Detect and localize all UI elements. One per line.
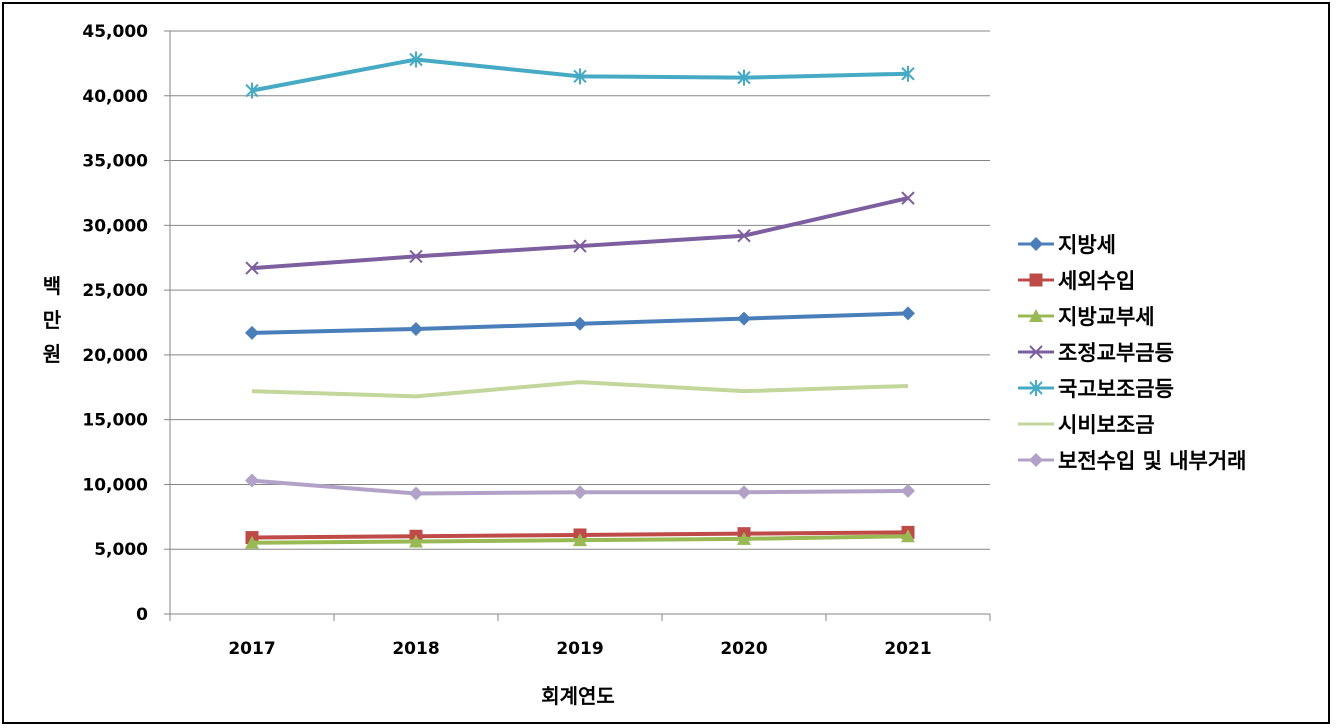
data-point-marker xyxy=(1029,309,1043,322)
gridlines xyxy=(170,30,990,550)
data-point-marker xyxy=(901,306,915,321)
data-point-marker xyxy=(573,533,587,547)
y-tick-label: 25,000 xyxy=(82,281,148,301)
series-4 xyxy=(245,191,915,275)
data-point-marker xyxy=(1029,273,1043,287)
series-line xyxy=(251,196,909,271)
x-axis-title: 회계연도 xyxy=(541,684,615,708)
data-point-marker xyxy=(737,69,751,86)
legend-item: 지방교부세 xyxy=(1018,305,1155,329)
legend-item: 지방세 xyxy=(1018,233,1116,257)
data-point-marker xyxy=(573,485,587,500)
data-point-marker xyxy=(245,535,259,549)
x-tick-label: 2017 xyxy=(228,639,275,659)
data-point-marker xyxy=(409,321,423,336)
data-point-marker xyxy=(573,239,587,253)
data-point-marker xyxy=(245,325,259,340)
data-point-marker xyxy=(901,529,915,543)
data-point-marker xyxy=(737,485,751,500)
legend-label: 국고보조금등 xyxy=(1058,377,1174,401)
y-tick-label: 45,000 xyxy=(82,22,148,42)
legend-label: 세외수입 xyxy=(1058,269,1135,293)
data-point-marker xyxy=(1029,237,1043,251)
data-point-marker xyxy=(901,483,915,498)
data-point-marker xyxy=(1029,345,1043,359)
legend-label: 보전수입 및 내부거래 xyxy=(1058,449,1247,473)
series-7 xyxy=(245,473,915,501)
x-tick-label: 2018 xyxy=(392,639,439,659)
legend-item: 세외수입 xyxy=(1018,269,1135,293)
data-point-marker xyxy=(409,534,423,548)
data-point-marker xyxy=(901,191,915,205)
x-tick-label: 2019 xyxy=(556,639,603,659)
legend-item: 조정교부금등 xyxy=(1018,341,1174,365)
data-point-marker xyxy=(573,316,587,331)
y-tick-label: 30,000 xyxy=(82,216,148,236)
x-tick-label: 2021 xyxy=(884,639,931,659)
y-axis-title-char: 백 xyxy=(43,274,61,298)
data-point-marker xyxy=(573,68,587,85)
data-point-marker xyxy=(1029,380,1043,396)
legend-item: 국고보조금등 xyxy=(1018,377,1174,401)
y-axis-title-char: 원 xyxy=(43,342,61,366)
legend-label: 지방교부세 xyxy=(1058,305,1155,329)
legend-item: 시비보조금 xyxy=(1018,413,1155,437)
data-point-marker xyxy=(409,249,423,264)
y-tick-label: 35,000 xyxy=(82,152,148,172)
data-point-marker xyxy=(245,82,259,99)
y-tick-label: 10,000 xyxy=(82,475,148,495)
y-axis-title-char: 만 xyxy=(43,308,62,332)
series-6 xyxy=(251,380,909,399)
y-tick-label: 40,000 xyxy=(82,87,148,107)
axes: 0 5,000 10,000 15,000 20,000 25,000 30,000 35,0… xyxy=(82,22,991,659)
legend-item: 보전수입 및 내부거래 xyxy=(1018,449,1247,473)
y-tick-label: 15,000 xyxy=(82,411,148,431)
data-point-marker xyxy=(737,311,751,326)
data-point-marker xyxy=(245,261,259,275)
y-tick-label: 5,000 xyxy=(94,540,148,560)
series-3 xyxy=(245,529,915,549)
legend-label: 지방세 xyxy=(1058,233,1116,257)
series-5 xyxy=(245,51,915,99)
y-tick-label: 20,000 xyxy=(82,346,148,366)
series-1 xyxy=(245,306,915,340)
data-point-marker xyxy=(245,473,259,488)
series-group xyxy=(245,51,915,549)
data-point-marker xyxy=(1029,453,1043,467)
x-tick-label: 2020 xyxy=(720,639,767,659)
data-point-marker xyxy=(737,228,751,243)
data-point-marker xyxy=(409,486,423,501)
y-tick-label: 0 xyxy=(136,605,148,625)
series-line xyxy=(251,380,909,399)
legend-label: 조정교부금등 xyxy=(1058,341,1174,365)
data-point-marker xyxy=(409,51,423,68)
data-point-marker xyxy=(737,531,751,545)
legend-label: 시비보조금 xyxy=(1058,413,1155,437)
data-point-marker xyxy=(901,65,915,82)
